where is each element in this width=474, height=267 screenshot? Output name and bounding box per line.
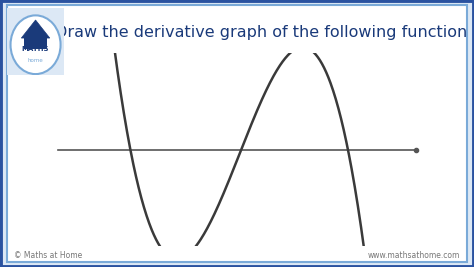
Circle shape <box>10 15 61 74</box>
Text: Draw the derivative graph of the following function: Draw the derivative graph of the followi… <box>55 25 467 40</box>
Text: www.mathsathome.com: www.mathsathome.com <box>367 251 460 260</box>
Text: MATHS: MATHS <box>22 46 49 52</box>
Text: © Maths at Home: © Maths at Home <box>14 251 82 260</box>
FancyBboxPatch shape <box>24 37 47 49</box>
Polygon shape <box>21 20 50 38</box>
Text: home: home <box>27 58 44 62</box>
FancyBboxPatch shape <box>7 5 467 262</box>
